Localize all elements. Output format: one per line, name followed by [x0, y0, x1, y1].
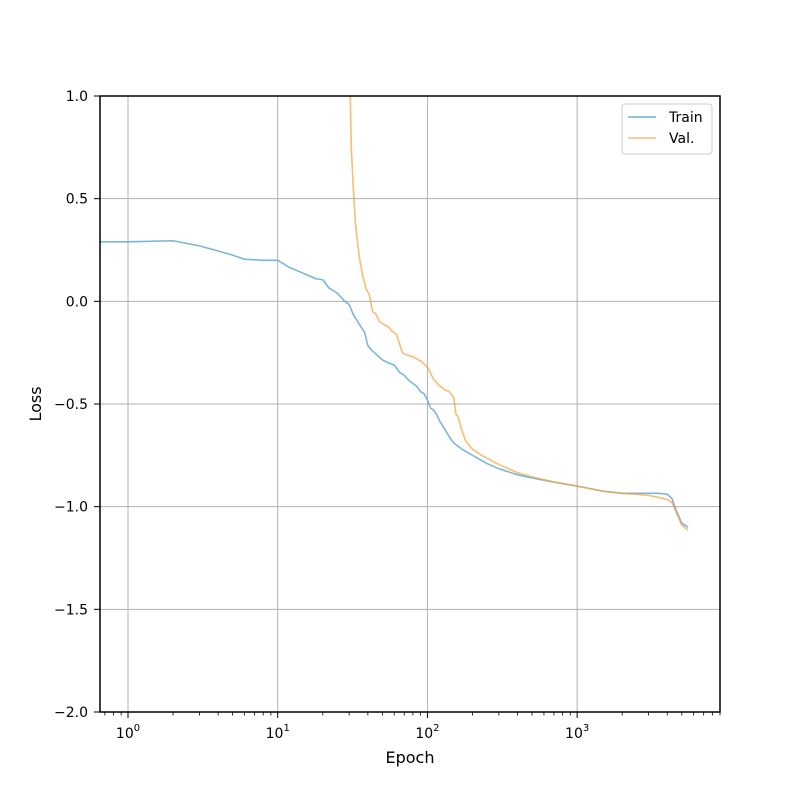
y-axis-label: Loss	[26, 386, 45, 421]
y-tick-label: −1.5	[54, 602, 88, 618]
y-tick-label: −1.0	[54, 500, 88, 516]
legend-val-label: Val.	[669, 131, 694, 147]
y-tick-label: −0.5	[54, 397, 88, 413]
x-axis-label: Epoch	[386, 748, 435, 767]
x-tick-label: 101	[266, 723, 290, 742]
x-tick-label: 102	[415, 723, 439, 742]
y-tick-label: 0.0	[66, 294, 88, 310]
y-tick-label: 1.0	[66, 89, 88, 105]
legend-train-label: Train	[668, 110, 703, 126]
tick-layer: 100 101 102 103 1.0 0.5 0.0 −0.5 −1.0 −1.5 −2.0	[54, 89, 721, 742]
series-line-val	[349, 95, 689, 531]
x-tick-label: 100	[116, 723, 140, 742]
y-tick-label: 0.5	[66, 192, 88, 208]
x-tick-label: 103	[565, 723, 589, 742]
y-tick-label: −2.0	[54, 705, 88, 721]
legend: Train Val.	[621, 103, 713, 155]
series-layer	[100, 95, 689, 531]
